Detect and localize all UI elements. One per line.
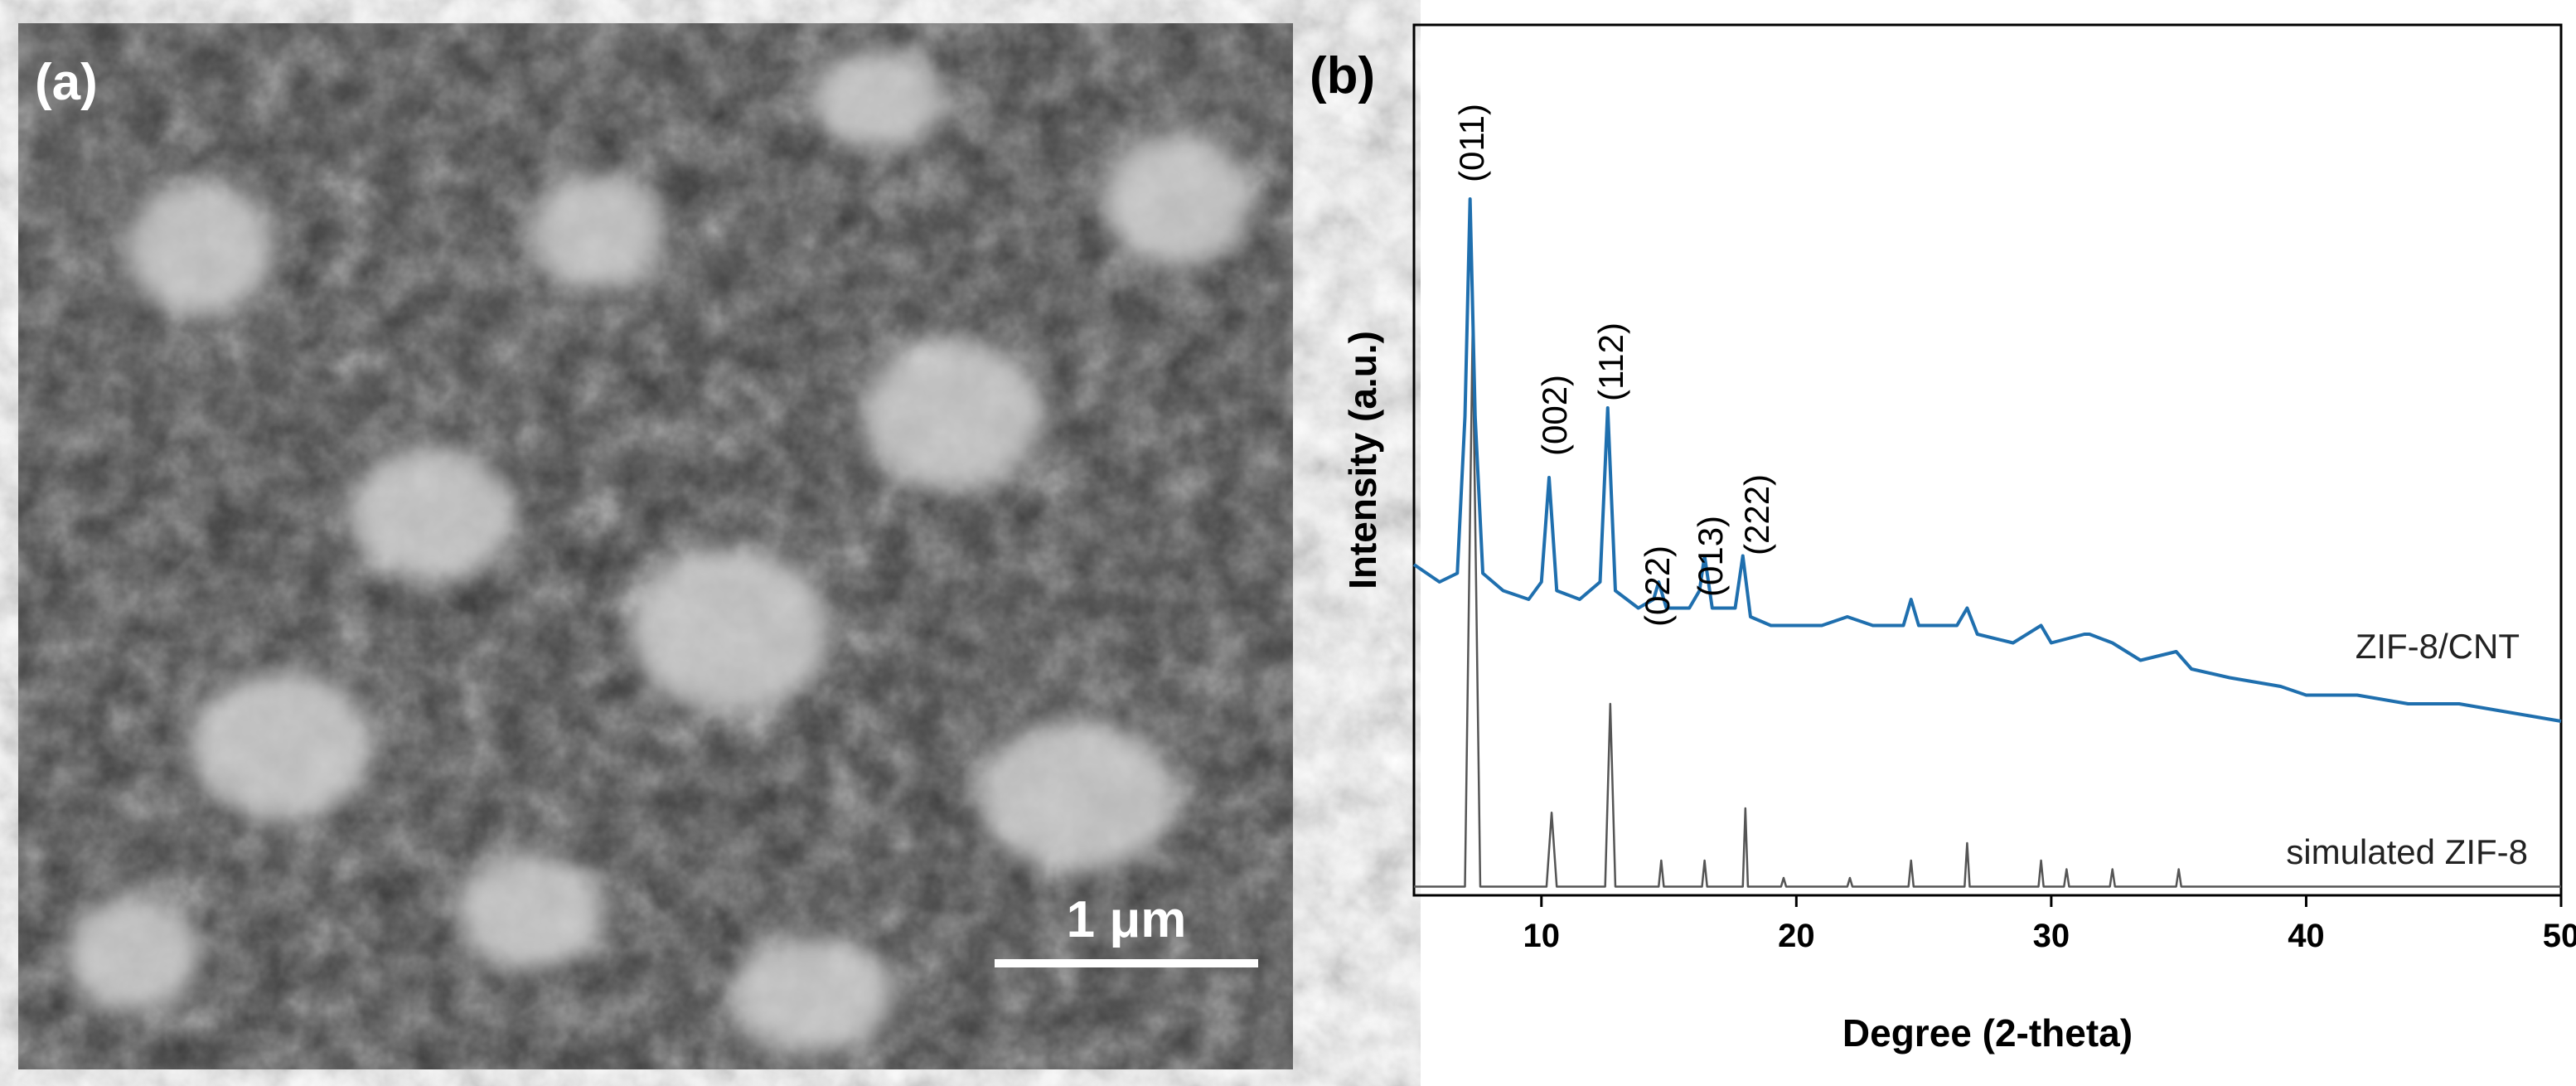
peak-label: (022) [1638,545,1677,627]
x-tick-label: 50 [2543,918,2576,954]
peak-label: (011) [1452,104,1491,182]
panel-label: (a) [35,54,98,111]
peak-label: (002) [1535,375,1574,456]
series-line [1412,197,2562,723]
peak-label: (222) [1737,474,1776,555]
plot-frame [1412,23,2563,897]
scale-bar-label: 1 μm [1067,891,1187,948]
x-tick-label: 10 [1523,918,1561,954]
peak-label: (112) [1591,322,1630,401]
series-label: simulated ZIF-8 [2286,832,2528,871]
x-axis-label: Degree (2-theta) [1842,1011,2133,1054]
x-tick-label: 30 [2033,918,2070,954]
x-tick-label: 40 [2288,918,2325,954]
series-label: ZIF-8/CNT [2356,627,2520,666]
peak-label: (013) [1691,516,1730,597]
series-line [1414,328,2561,888]
sem-image: 1 μm (a) [18,23,1293,1069]
panel-label: (b) [1310,47,1375,104]
y-axis-label: Intensity (a.u.) [1341,331,1384,589]
x-tick-label: 20 [1778,918,1815,954]
